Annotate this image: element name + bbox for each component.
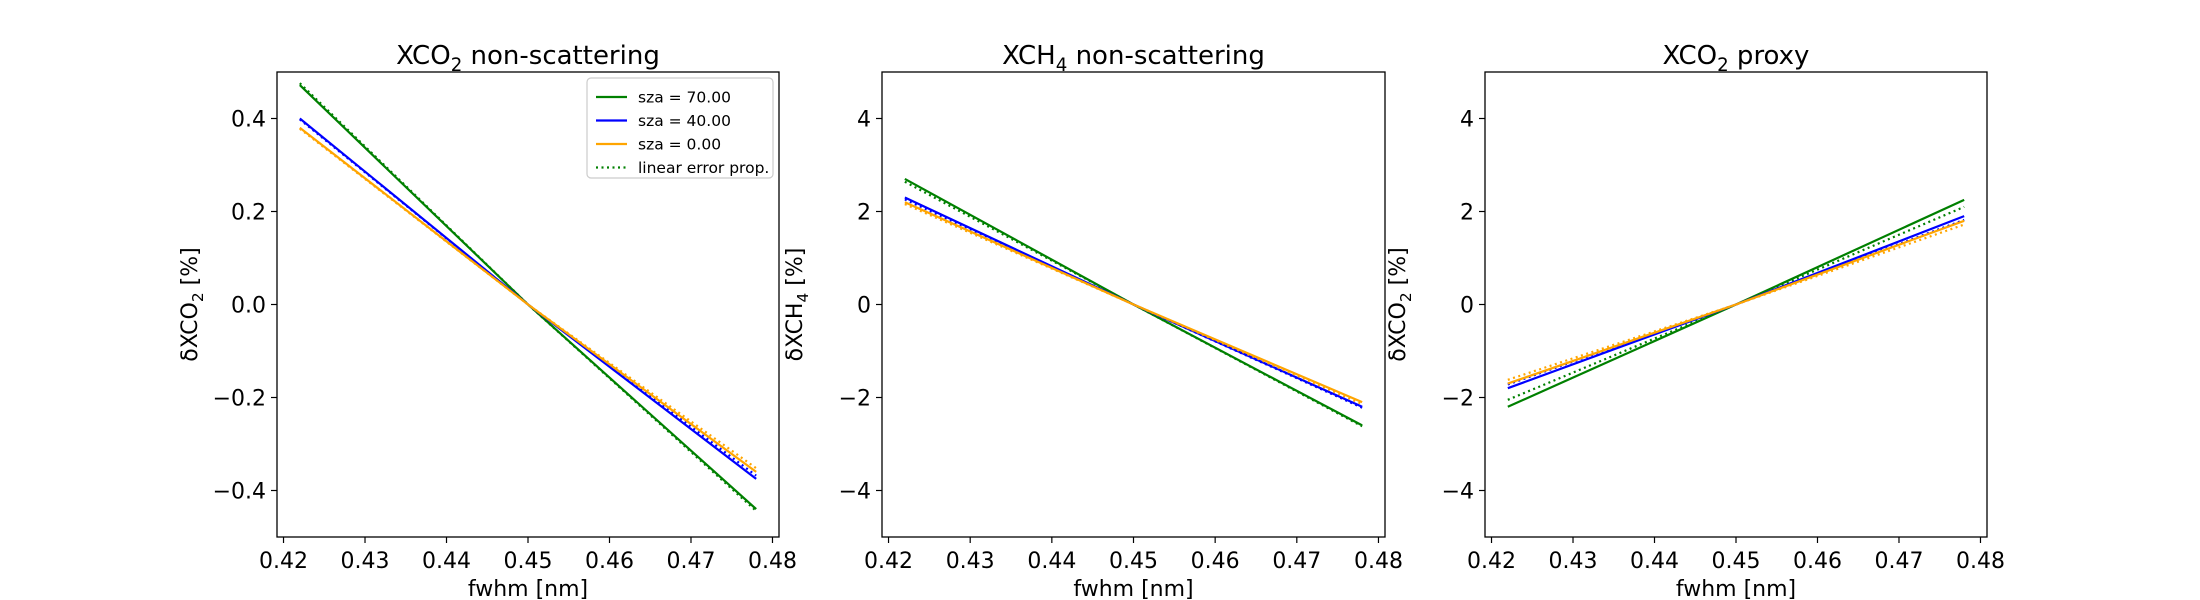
x-tick-label: 0.47 bbox=[1272, 549, 1321, 574]
x-tick-label: 0.48 bbox=[1956, 549, 2005, 574]
x-axis-label: fwhm [nm] bbox=[1676, 577, 1796, 600]
x-tick-label: 0.42 bbox=[1467, 549, 1516, 574]
chart-panel-3: 0.42 0.43 0.44 0.45 0.46 0.47 0.48 −4 −2 0 2 4 XCO2 … bbox=[1386, 41, 2005, 600]
x-tick-label: 0.45 bbox=[1109, 549, 1158, 574]
y-tick-label: −4 bbox=[839, 480, 871, 505]
x-tick-label: 0.42 bbox=[864, 549, 913, 574]
x-axis-label: fwhm [nm] bbox=[468, 577, 588, 600]
series-group bbox=[1507, 198, 1965, 408]
legend-box bbox=[586, 77, 774, 179]
x-tick-label: 0.44 bbox=[1027, 549, 1076, 574]
x-tick-label: 0.48 bbox=[748, 549, 797, 574]
x-tick-label: 0.47 bbox=[1874, 549, 1923, 574]
series-line-linear-error-prop bbox=[299, 82, 757, 512]
x-tick-label: 0.46 bbox=[585, 549, 634, 574]
series-line-linear-error-prop bbox=[904, 198, 1363, 409]
chart-title: XCO2 non-scattering bbox=[396, 41, 660, 76]
chart-panel-1: 0.42 0.43 0.44 0.45 0.46 0.47 0.48 −0.4 −0.2 0.0 0… bbox=[178, 41, 797, 600]
y-tick-label: 0 bbox=[1460, 294, 1474, 319]
x-tick-label: 0.43 bbox=[1549, 549, 1598, 574]
legend-entry-label: sza = 0.00 bbox=[638, 136, 721, 154]
x-tick-label: 0.47 bbox=[666, 549, 715, 574]
y-tick-label: 0.0 bbox=[231, 294, 266, 319]
y-tick-label: −0.2 bbox=[213, 387, 266, 412]
series-line-sza-0-00 bbox=[299, 126, 757, 473]
y-tick-label: −0.4 bbox=[213, 480, 266, 505]
y-tick-label: 0 bbox=[857, 294, 871, 319]
x-tick-label: 0.43 bbox=[946, 549, 995, 574]
y-tick-label: 4 bbox=[857, 108, 871, 133]
series-line-sza-0-00 bbox=[904, 201, 1363, 404]
series-line-linear-error-prop bbox=[904, 203, 1363, 406]
y-tick-label: 0.4 bbox=[231, 108, 266, 133]
chart-title: XCO2 proxy bbox=[1663, 41, 1810, 76]
legend-entry-label: sza = 40.00 bbox=[638, 112, 731, 130]
x-tick-label: 0.45 bbox=[504, 549, 553, 574]
y-axis-label: δXCO2 [%] bbox=[1386, 247, 1415, 361]
x-tick-label: 0.45 bbox=[1712, 549, 1761, 574]
x-axis-label: fwhm [nm] bbox=[1073, 577, 1193, 600]
y-tick-label: −2 bbox=[839, 387, 871, 412]
y-tick-label: 0.2 bbox=[231, 201, 266, 226]
y-axis-label: δXCH4 [%] bbox=[783, 248, 812, 362]
y-tick-label: −4 bbox=[1442, 480, 1474, 505]
legend-entry-label: sza = 70.00 bbox=[638, 89, 731, 107]
series-line-linear-error-prop bbox=[1507, 205, 1965, 401]
y-tick-label: 2 bbox=[1460, 201, 1474, 226]
series-line-sza-0-00 bbox=[1507, 219, 1965, 385]
legend-entry-label: linear error prop. bbox=[638, 159, 769, 177]
chart-title: XCH4 non-scattering bbox=[1002, 41, 1265, 76]
y-tick-label: 2 bbox=[857, 201, 871, 226]
y-tick-label: 4 bbox=[1460, 108, 1474, 133]
x-tick-label: 0.46 bbox=[1191, 549, 1240, 574]
x-tick-label: 0.44 bbox=[1630, 549, 1679, 574]
legend: sza = 70.00 sza = 40.00 sza = 0.00 linear e… bbox=[586, 77, 774, 179]
x-tick-label: 0.43 bbox=[341, 549, 390, 574]
series-group bbox=[904, 177, 1363, 428]
y-axis-label: δXCO2 [%] bbox=[178, 247, 207, 361]
series-group bbox=[299, 82, 757, 512]
chart-panel-2: 0.42 0.43 0.44 0.45 0.46 0.47 0.48 −4 −2 0 2 4 XCH4 … bbox=[783, 41, 1403, 600]
x-tick-label: 0.42 bbox=[259, 549, 308, 574]
x-tick-label: 0.46 bbox=[1793, 549, 1842, 574]
x-tick-label: 0.48 bbox=[1354, 549, 1403, 574]
x-tick-label: 0.44 bbox=[422, 549, 471, 574]
y-tick-label: −2 bbox=[1442, 387, 1474, 412]
